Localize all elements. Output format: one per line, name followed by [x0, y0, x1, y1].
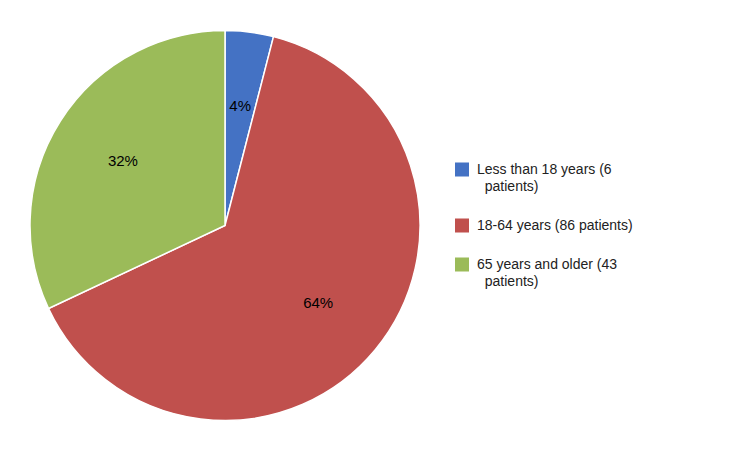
pie [30, 31, 420, 421]
data-label: 32% [108, 152, 138, 169]
chart: 4% 64% 32% Less than 18 years (6 patients) 1… [0, 0, 752, 451]
legend-swatch [455, 258, 469, 272]
legend-swatch [455, 163, 469, 177]
legend-label: 65 years and older (43 patients) [477, 256, 617, 289]
legend: Less than 18 years (6 patients) 18-64 yea… [455, 161, 633, 289]
chart-container: 4% 64% 32% Less than 18 years (6 patients) 1… [0, 0, 752, 451]
data-label: 64% [303, 294, 333, 311]
data-labels: 4% 64% 32% [108, 97, 333, 311]
legend-swatch [455, 219, 469, 233]
legend-label: Less than 18 years (6 patients) [477, 161, 612, 194]
legend-label: 18-64 years (86 patients) [477, 217, 633, 233]
pie-slice [30, 31, 225, 309]
data-label: 4% [229, 97, 251, 114]
